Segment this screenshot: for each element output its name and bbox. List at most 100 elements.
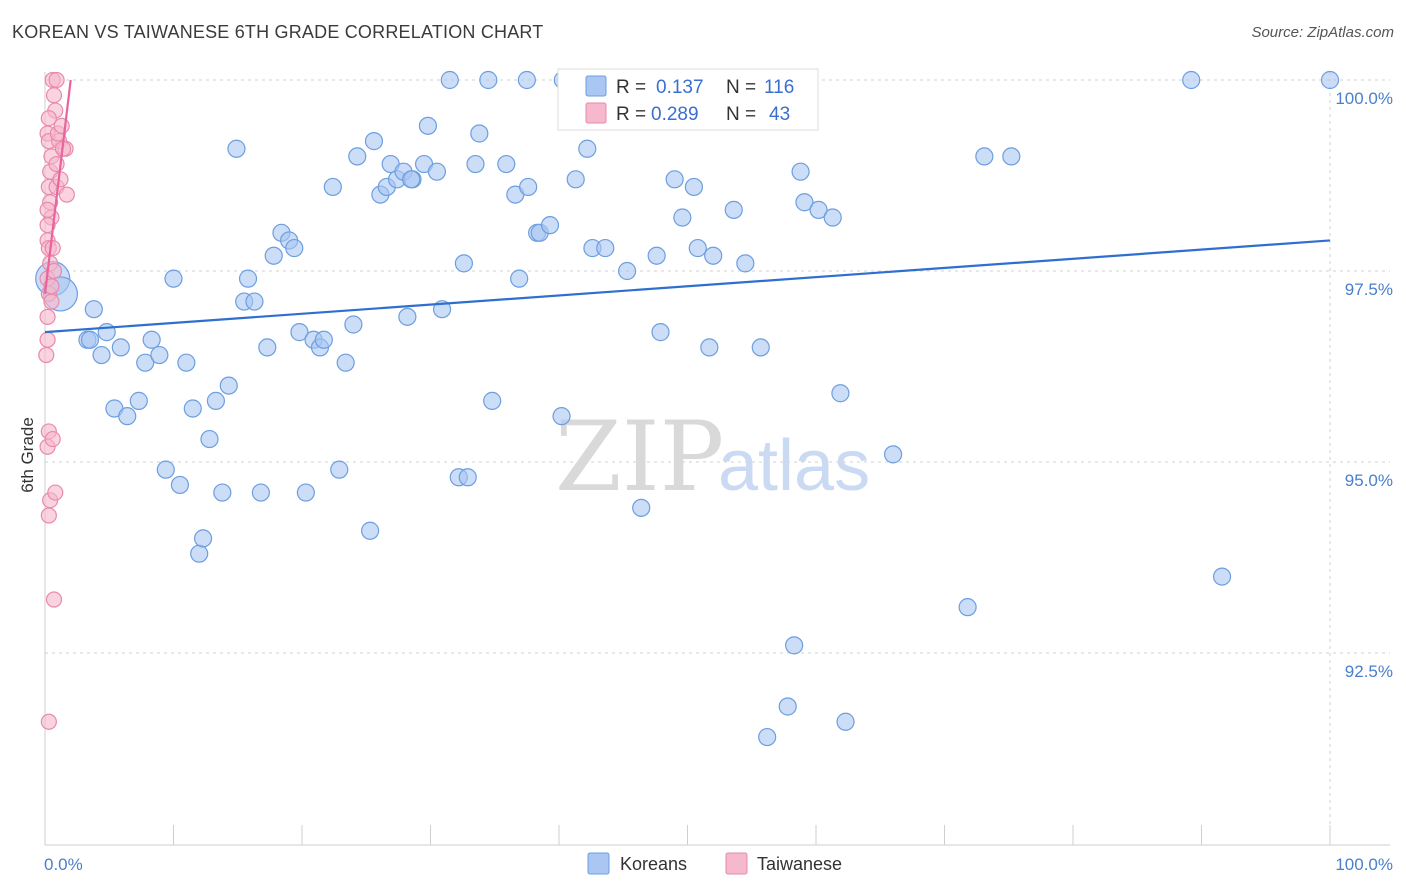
korean-point xyxy=(348,147,367,166)
y-tick-label: 92.5% xyxy=(1345,662,1393,681)
korean-point xyxy=(684,177,704,197)
korean-point xyxy=(470,124,489,143)
korean-point xyxy=(791,162,810,181)
korean-point xyxy=(344,315,363,334)
korean-point xyxy=(778,697,797,716)
taiwanese-point xyxy=(44,239,61,257)
watermark-atlas: atlas xyxy=(718,426,870,506)
korean-point xyxy=(440,70,459,90)
korean-point xyxy=(566,170,585,189)
korean-point xyxy=(92,345,111,365)
korean-point xyxy=(552,407,571,426)
stats-r-label-koreans: R = xyxy=(616,77,646,98)
korean-point xyxy=(190,544,209,563)
korean-point xyxy=(364,132,384,151)
korean-point xyxy=(483,391,502,410)
stats-n-label-koreans: N = xyxy=(726,77,756,98)
korean-point xyxy=(831,384,850,403)
korean-point xyxy=(206,391,226,410)
stats-box: R = 0.137 N = 116 R = 0.289 N = 43 xyxy=(557,68,819,131)
taiwanese-point xyxy=(53,117,70,134)
korean-point xyxy=(651,323,670,342)
korean-point xyxy=(751,338,770,357)
korean-point xyxy=(688,238,707,258)
korean-point xyxy=(200,429,219,449)
korean-point xyxy=(213,483,232,502)
korean-point xyxy=(296,483,315,502)
legend-swatch-taiwanese xyxy=(725,852,748,875)
korean-point xyxy=(1212,567,1232,586)
korean-point xyxy=(795,193,814,212)
taiwanese-point xyxy=(40,507,57,524)
korean-point xyxy=(809,200,828,219)
korean-point xyxy=(290,323,309,342)
taiwanese-point xyxy=(58,186,75,203)
watermark: ZIP atlas xyxy=(555,401,870,513)
korean-point xyxy=(1002,147,1021,166)
taiwanese-point xyxy=(39,308,56,325)
korean-point xyxy=(673,208,692,227)
korean-point xyxy=(219,376,238,395)
korean-point xyxy=(245,292,264,311)
korean-point xyxy=(647,246,666,265)
korean-point xyxy=(285,238,304,258)
korean-point xyxy=(84,300,103,319)
taiwanese-trend-line xyxy=(43,79,72,295)
y-tick-label: 97.5% xyxy=(1345,280,1393,299)
taiwanese-point xyxy=(38,346,55,364)
korean-point xyxy=(540,216,560,235)
korean-point xyxy=(258,338,277,357)
trend-lines xyxy=(43,79,1331,334)
korean-point xyxy=(238,269,258,288)
korean-point xyxy=(330,460,349,479)
korean-point xyxy=(466,154,485,174)
taiwanese-point xyxy=(48,71,65,89)
korean-point xyxy=(129,391,148,410)
taiwanese-point xyxy=(45,87,63,104)
korean-point xyxy=(418,116,438,135)
tick-labels: 100.0% 97.5% 95.0% 92.5% 0.0% 100.0% xyxy=(44,89,1393,874)
korean-point xyxy=(251,483,270,502)
korean-point xyxy=(836,712,855,731)
taiwanese-point xyxy=(45,262,63,280)
korean-point xyxy=(497,154,516,174)
korean-point xyxy=(361,521,380,540)
taiwanese-point xyxy=(39,201,56,218)
x-tick-label-max: 100.0% xyxy=(1335,855,1393,874)
stats-r-value-koreans: 0.137 xyxy=(656,77,704,98)
korean-point xyxy=(758,727,777,747)
stats-swatch-koreans xyxy=(585,75,607,97)
korean-point xyxy=(323,177,342,197)
korean-point xyxy=(314,330,333,349)
stats-r-value-taiwanese: 0.289 xyxy=(651,104,699,125)
taiwanese-point xyxy=(40,713,57,730)
taiwanese-point xyxy=(47,484,64,501)
korean-point xyxy=(193,529,213,548)
korean-point xyxy=(80,330,100,349)
korean-point xyxy=(618,261,637,281)
korean-point xyxy=(156,460,175,479)
korean-point xyxy=(785,636,804,655)
korean-point xyxy=(170,475,190,495)
watermark-zip: ZIP xyxy=(555,401,724,513)
korean-point xyxy=(264,246,283,265)
stats-n-label-taiwanese: N = xyxy=(726,104,756,125)
legend: Koreans Taiwanese xyxy=(587,852,842,875)
taiwanese-point xyxy=(44,430,61,448)
korean-point xyxy=(111,338,130,357)
korean-point xyxy=(458,468,477,487)
korean-point xyxy=(336,353,355,372)
korean-point xyxy=(118,407,137,426)
legend-label-koreans: Koreans xyxy=(620,854,687,874)
korean-point xyxy=(975,147,994,166)
korean-point xyxy=(427,162,447,181)
stats-n-value-taiwanese: 43 xyxy=(769,104,790,125)
korean-point xyxy=(454,254,474,273)
taiwanese-point xyxy=(40,110,57,127)
korean-point xyxy=(97,323,116,342)
korean-point xyxy=(150,345,169,365)
korean-point xyxy=(958,598,977,617)
korean-point xyxy=(136,353,155,372)
x-tick-label-min: 0.0% xyxy=(44,855,83,874)
korean-point xyxy=(142,330,161,349)
